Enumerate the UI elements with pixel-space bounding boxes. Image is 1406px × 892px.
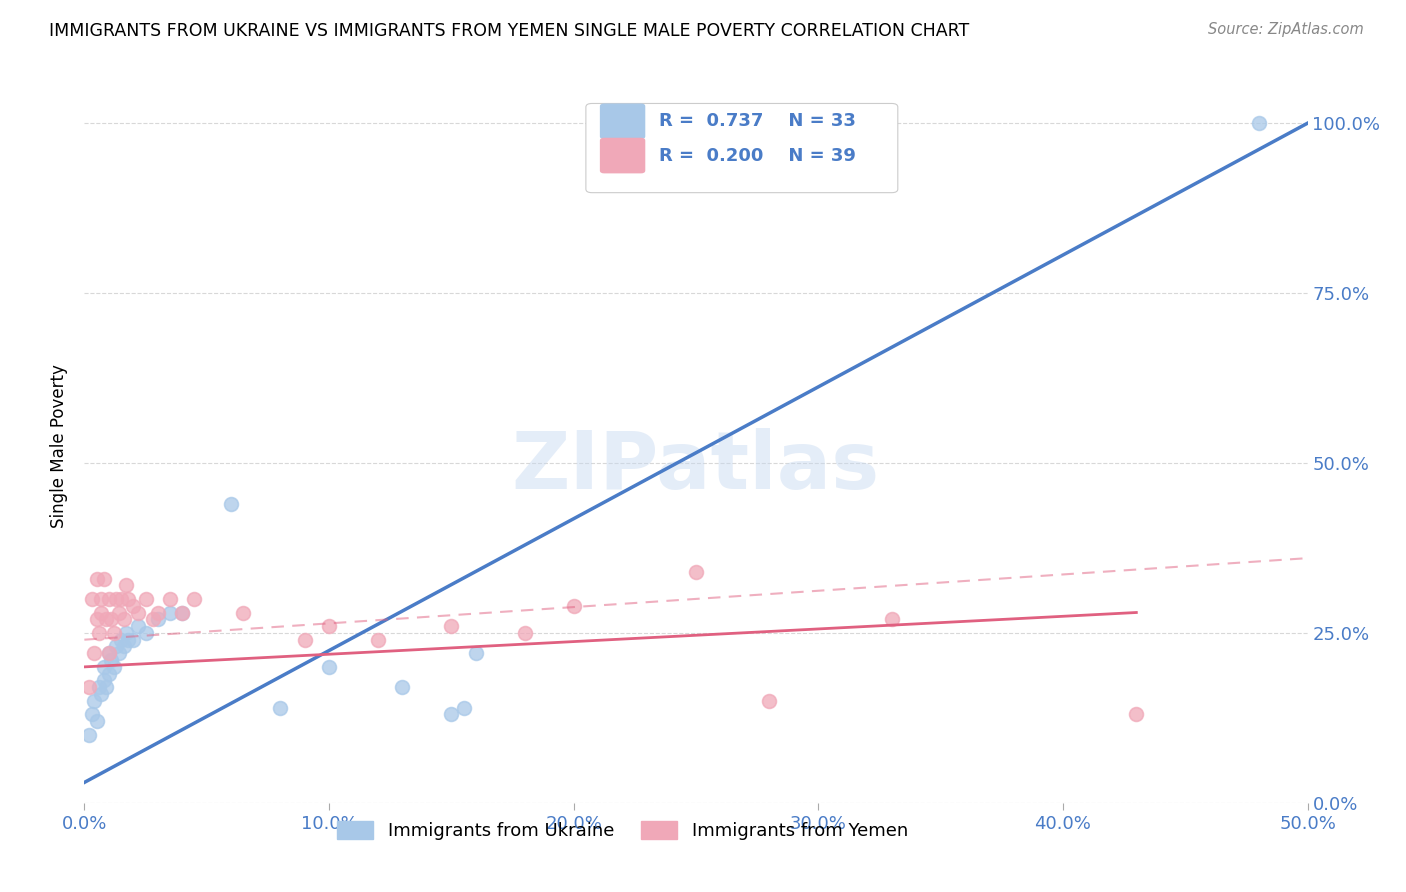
- Point: [127, 619, 149, 633]
- FancyBboxPatch shape: [600, 104, 644, 138]
- Point: [112, 612, 135, 626]
- Point: [758, 694, 780, 708]
- Point: [103, 660, 125, 674]
- Point: [112, 640, 135, 654]
- Point: [97, 666, 120, 681]
- Point: [105, 640, 128, 654]
- Point: [159, 591, 181, 606]
- Point: [146, 612, 169, 626]
- Point: [103, 626, 125, 640]
- Point: [87, 626, 110, 640]
- Text: ZIPatlas: ZIPatlas: [512, 428, 880, 507]
- Point: [93, 673, 115, 688]
- Point: [318, 660, 340, 674]
- Point: [172, 606, 194, 620]
- Point: [86, 714, 108, 729]
- Point: [135, 626, 157, 640]
- Point: [90, 606, 112, 620]
- Point: [117, 591, 139, 606]
- Point: [318, 619, 340, 633]
- Point: [77, 728, 100, 742]
- Point: [115, 626, 138, 640]
- Text: R =  0.737    N = 33: R = 0.737 N = 33: [659, 112, 856, 130]
- Point: [93, 572, 115, 586]
- Point: [146, 606, 169, 620]
- Point: [100, 612, 122, 626]
- Point: [880, 612, 903, 626]
- Point: [464, 646, 486, 660]
- Point: [219, 497, 242, 511]
- Point: [1247, 116, 1270, 130]
- Point: [97, 646, 120, 660]
- Point: [440, 619, 463, 633]
- Point: [110, 591, 132, 606]
- FancyBboxPatch shape: [600, 138, 644, 173]
- Point: [513, 626, 536, 640]
- Point: [86, 612, 108, 626]
- Point: [122, 632, 145, 647]
- Point: [83, 694, 105, 708]
- Point: [269, 700, 291, 714]
- Point: [107, 606, 129, 620]
- Point: [97, 591, 120, 606]
- Point: [100, 653, 122, 667]
- Point: [122, 599, 145, 613]
- Point: [97, 646, 120, 660]
- Point: [135, 591, 157, 606]
- Point: [86, 572, 108, 586]
- Point: [685, 565, 707, 579]
- Point: [80, 707, 103, 722]
- Point: [110, 632, 132, 647]
- Point: [83, 646, 105, 660]
- Y-axis label: Single Male Poverty: Single Male Poverty: [51, 364, 69, 528]
- Point: [562, 599, 585, 613]
- Point: [1125, 707, 1147, 722]
- Point: [107, 646, 129, 660]
- Point: [440, 707, 463, 722]
- Text: IMMIGRANTS FROM UKRAINE VS IMMIGRANTS FROM YEMEN SINGLE MALE POVERTY CORRELATION: IMMIGRANTS FROM UKRAINE VS IMMIGRANTS FR…: [49, 22, 970, 40]
- Point: [90, 687, 112, 701]
- Text: R =  0.200    N = 39: R = 0.200 N = 39: [659, 146, 856, 164]
- Point: [142, 612, 165, 626]
- Point: [183, 591, 205, 606]
- Point: [391, 680, 413, 694]
- Point: [127, 606, 149, 620]
- Point: [96, 680, 118, 694]
- Point: [90, 591, 112, 606]
- Point: [453, 700, 475, 714]
- Legend: Immigrants from Ukraine, Immigrants from Yemen: Immigrants from Ukraine, Immigrants from…: [330, 814, 915, 847]
- Text: Source: ZipAtlas.com: Source: ZipAtlas.com: [1208, 22, 1364, 37]
- Point: [115, 578, 138, 592]
- Point: [117, 632, 139, 647]
- Point: [105, 591, 128, 606]
- Point: [159, 606, 181, 620]
- Point: [96, 612, 118, 626]
- Point: [367, 632, 389, 647]
- Point: [294, 632, 316, 647]
- Point: [172, 606, 194, 620]
- Point: [80, 591, 103, 606]
- Point: [77, 680, 100, 694]
- Point: [232, 606, 254, 620]
- Point: [93, 660, 115, 674]
- FancyBboxPatch shape: [586, 103, 898, 193]
- Point: [87, 680, 110, 694]
